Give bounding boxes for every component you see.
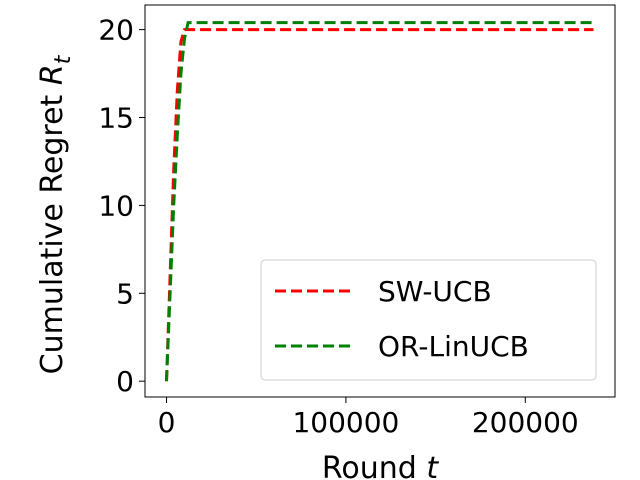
series-line-or-linucb xyxy=(165,21,594,382)
y-tick-label: 20 xyxy=(98,14,134,47)
ticks-layer: 0 100000 200000 0 5 10 15 20 xyxy=(98,14,578,439)
x-tick-label: 100000 xyxy=(292,406,399,439)
x-tick-label: 0 xyxy=(158,406,176,439)
legend: SW-UCB OR-LinUCB xyxy=(260,259,597,381)
x-axis-label: Round t xyxy=(322,451,439,480)
y-axis-label: Cumulative Regret Rt xyxy=(35,54,76,374)
y-tick-label: 0 xyxy=(116,365,134,398)
series-layer xyxy=(165,21,594,382)
legend-label-or-linucb: OR-LinUCB xyxy=(378,330,529,363)
y-tick-label: 5 xyxy=(116,277,134,310)
y-tick-label: 15 xyxy=(98,102,134,135)
x-tick-label: 200000 xyxy=(472,406,579,439)
y-tick-label: 10 xyxy=(98,189,134,222)
legend-label-sw-ucb: SW-UCB xyxy=(378,275,492,308)
plot-frame xyxy=(144,4,616,398)
